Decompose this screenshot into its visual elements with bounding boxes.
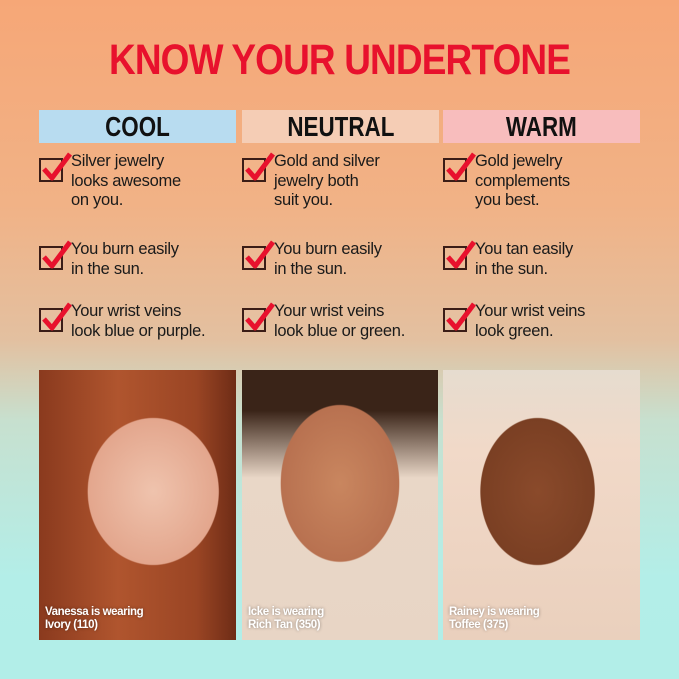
- checkbox-checked-icon: [242, 240, 275, 270]
- header-label: COOL: [105, 111, 170, 142]
- checklist-item: You burn easily in the sun.: [242, 240, 444, 279]
- header-label: NEUTRAL: [286, 111, 394, 142]
- checklist-item: Gold and silver jewelry both suit you.: [242, 152, 444, 211]
- item-text: Gold jewelry complements you best.: [475, 152, 570, 209]
- item-text: Your wrist veins look blue or green.: [274, 302, 405, 340]
- model-photo-warm: Rainey is wearing Toffee (375): [443, 370, 640, 640]
- header-neutral: NEUTRAL: [242, 110, 439, 143]
- page-title: KNOW YOUR UNDERTONE: [108, 36, 571, 84]
- photo-caption: Vanessa is wearing Ivory (110): [45, 606, 144, 632]
- caption-line2: Toffee (375): [449, 619, 508, 631]
- model-photo-cool: Vanessa is wearing Ivory (110): [39, 370, 236, 640]
- checkbox-checked-icon: [443, 302, 476, 332]
- checklist-item: Gold jewelry complements you best.: [443, 152, 645, 211]
- checkbox-checked-icon: [39, 152, 72, 182]
- caption-line2: Ivory (110): [45, 619, 98, 631]
- column-warm: WARM Gold jewelry complements you best. …: [443, 110, 640, 340]
- header-warm: WARM: [443, 110, 640, 143]
- checkbox-checked-icon: [39, 302, 72, 332]
- checklist-item: You burn easily in the sun.: [39, 240, 241, 279]
- item-text: Your wrist veins look green.: [475, 302, 586, 340]
- checkbox-checked-icon: [443, 152, 476, 182]
- checkbox-checked-icon: [443, 240, 476, 270]
- column-neutral: NEUTRAL Gold and silver jewelry both sui…: [242, 110, 439, 340]
- caption-line2: Rich Tan (350): [248, 619, 321, 631]
- item-text: You burn easily in the sun.: [71, 240, 179, 278]
- caption-line1: Icke is wearing: [248, 606, 324, 618]
- item-text: Silver jewelry looks awesome on you.: [71, 152, 181, 209]
- item-text: Your wrist veins look blue or purple.: [71, 302, 206, 340]
- checklist-item: You tan easily in the sun.: [443, 240, 645, 279]
- column-cool: COOL Silver jewelry looks awesome on you…: [39, 110, 236, 340]
- header-cool: COOL: [39, 110, 236, 143]
- caption-line1: Rainey is wearing: [449, 606, 540, 618]
- item-text: Gold and silver jewelry both suit you.: [274, 152, 380, 209]
- checklist-item: Your wrist veins look blue or green.: [242, 302, 444, 341]
- checkbox-checked-icon: [39, 240, 72, 270]
- photo-caption: Icke is wearing Rich Tan (350): [248, 606, 324, 632]
- checkbox-checked-icon: [242, 152, 275, 182]
- caption-line1: Vanessa is wearing: [45, 606, 144, 618]
- checklist-item: Silver jewelry looks awesome on you.: [39, 152, 241, 211]
- item-text: You tan easily in the sun.: [475, 240, 573, 278]
- photo-caption: Rainey is wearing Toffee (375): [449, 606, 540, 632]
- checklist-item: Your wrist veins look blue or purple.: [39, 302, 241, 341]
- checklist-item: Your wrist veins look green.: [443, 302, 645, 341]
- item-text: You burn easily in the sun.: [274, 240, 382, 278]
- header-label: WARM: [506, 111, 577, 142]
- checkbox-checked-icon: [242, 302, 275, 332]
- model-photo-neutral: Icke is wearing Rich Tan (350): [242, 370, 438, 640]
